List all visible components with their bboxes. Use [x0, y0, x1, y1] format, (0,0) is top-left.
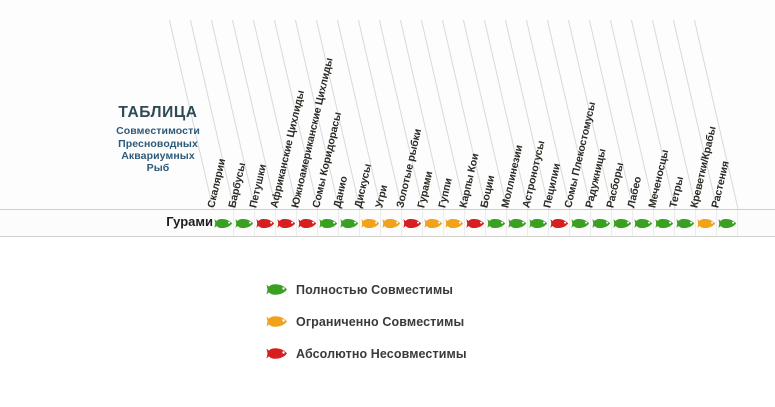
- fish-icon: [549, 218, 568, 228]
- row-bottom-divider: [0, 236, 775, 237]
- page-title: ТАБЛИЦА: [118, 104, 198, 121]
- legend-label-incompatible: Абсолютно Несовместимы: [296, 346, 467, 361]
- legend-item-incompatible: Абсолютно Несовместимы: [266, 340, 566, 367]
- column-header-25: Растения: [709, 159, 732, 209]
- column-header-3: Петушки: [247, 163, 269, 209]
- cell-15-compatible[interactable]: [507, 210, 528, 236]
- fish-icon: [360, 218, 379, 228]
- title-subtitle-line-2: Пресноводных: [118, 137, 198, 150]
- table-row: Гурами: [0, 210, 775, 236]
- column-header-14: Боции: [478, 174, 498, 209]
- cell-11-limited[interactable]: [423, 210, 444, 236]
- fish-icon: [633, 218, 652, 228]
- fish-icon: [213, 218, 232, 228]
- column-header-11: Гурами: [415, 170, 436, 209]
- cell-16-compatible[interactable]: [528, 210, 549, 236]
- cell-3-incompatible[interactable]: [255, 210, 276, 236]
- cell-1-compatible[interactable]: [213, 210, 234, 236]
- row-top-divider: [0, 209, 775, 210]
- legend-fish-icon-incompatible: [266, 346, 296, 361]
- cell-14-compatible[interactable]: [486, 210, 507, 236]
- fish-icon: [465, 218, 484, 228]
- fish-icon: [570, 218, 589, 228]
- cell-12-limited[interactable]: [444, 210, 465, 236]
- cell-8-limited[interactable]: [360, 210, 381, 236]
- column-header-17: Пецилии: [541, 162, 564, 209]
- fish-icon: [486, 218, 505, 228]
- cell-20-compatible[interactable]: [612, 210, 633, 236]
- fish-icon: [318, 218, 337, 228]
- title-block: ТАБЛИЦА Совместимости Пресноводных Аквар…: [96, 104, 220, 175]
- fish-icon: [591, 218, 610, 228]
- title-subtitle-line-3: Аквариумных: [121, 150, 195, 163]
- cell-13-incompatible[interactable]: [465, 210, 486, 236]
- legend-item-limited: Ограниченно Совместимы: [266, 308, 566, 335]
- fish-icon: [266, 316, 287, 327]
- cell-24-limited[interactable]: [696, 210, 717, 236]
- column-header-8: Дискусы: [352, 162, 375, 209]
- cell-2-compatible[interactable]: [234, 210, 255, 236]
- cell-23-compatible[interactable]: [675, 210, 696, 236]
- fish-icon: [444, 218, 463, 228]
- fish-icon: [402, 218, 421, 228]
- column-header-23: Тетры: [667, 175, 687, 209]
- fish-icon: [297, 218, 316, 228]
- cell-17-incompatible[interactable]: [549, 210, 570, 236]
- column-header-21: Лабео: [625, 175, 645, 209]
- cell-5-incompatible[interactable]: [297, 210, 318, 236]
- fish-icon: [528, 218, 547, 228]
- fish-icon: [423, 218, 442, 228]
- column-header-13: Карпы Кои: [457, 152, 482, 209]
- legend-fish-icon-compatible: [266, 282, 296, 297]
- cell-22-compatible[interactable]: [654, 210, 675, 236]
- column-header-12: Гуппи: [436, 177, 455, 209]
- fish-icon: [339, 218, 358, 228]
- column-header-20: Расборы: [604, 161, 627, 209]
- fish-icon: [717, 218, 736, 228]
- fish-icon: [276, 218, 295, 228]
- title-subtitle-line-4: Рыб: [146, 162, 170, 175]
- cell-10-incompatible[interactable]: [402, 210, 423, 236]
- fish-icon: [255, 218, 274, 228]
- cell-19-compatible[interactable]: [591, 210, 612, 236]
- legend-fish-icon-limited: [266, 314, 296, 329]
- cell-4-incompatible[interactable]: [276, 210, 297, 236]
- fish-icon: [654, 218, 673, 228]
- fish-icon: [696, 218, 715, 228]
- fish-icon: [381, 218, 400, 228]
- fish-icon: [507, 218, 526, 228]
- fish-icon: [266, 348, 287, 359]
- row-header-label: Гурами: [166, 214, 213, 229]
- title-subtitle-line-1: Совместимости: [116, 125, 200, 138]
- legend-label-limited: Ограниченно Совместимы: [296, 314, 465, 329]
- legend: Полностью Совместимы Ограниченно Совмести…: [266, 276, 566, 372]
- column-header-area: Скалярии Барбусы Петушки Африканские Цихлид…: [168, 19, 739, 211]
- fish-icon: [612, 218, 631, 228]
- cell-21-compatible[interactable]: [633, 210, 654, 236]
- cell-7-compatible[interactable]: [339, 210, 360, 236]
- fish-icon: [266, 284, 287, 295]
- legend-label-compatible: Полностью Совместимы: [296, 282, 454, 297]
- cell-18-compatible[interactable]: [570, 210, 591, 236]
- legend-item-compatible: Полностью Совместимы: [266, 276, 566, 303]
- fish-icon: [675, 218, 694, 228]
- fish-icon: [234, 218, 253, 228]
- column-header-2: Барбусы: [226, 161, 249, 209]
- cell-6-compatible[interactable]: [318, 210, 339, 236]
- column-header-7: Данио: [331, 175, 351, 209]
- cell-25-compatible[interactable]: [717, 210, 738, 236]
- cell-9-limited[interactable]: [381, 210, 402, 236]
